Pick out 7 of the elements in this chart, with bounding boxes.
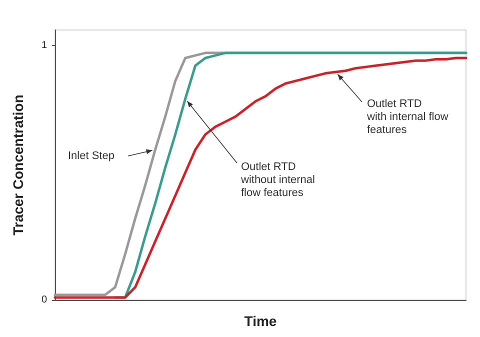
x-axis-title: Time bbox=[244, 313, 277, 329]
annotation: Inlet Step bbox=[68, 150, 114, 163]
annotation: Outlet RTD with internal flow features bbox=[367, 98, 448, 137]
annotation: Outlet RTD without internal flow features bbox=[241, 161, 315, 200]
y-axis-title: Tracer Concentration bbox=[10, 94, 26, 236]
y-tick-label: 0 bbox=[41, 294, 48, 306]
y-tick-label: 1 bbox=[41, 40, 48, 51]
